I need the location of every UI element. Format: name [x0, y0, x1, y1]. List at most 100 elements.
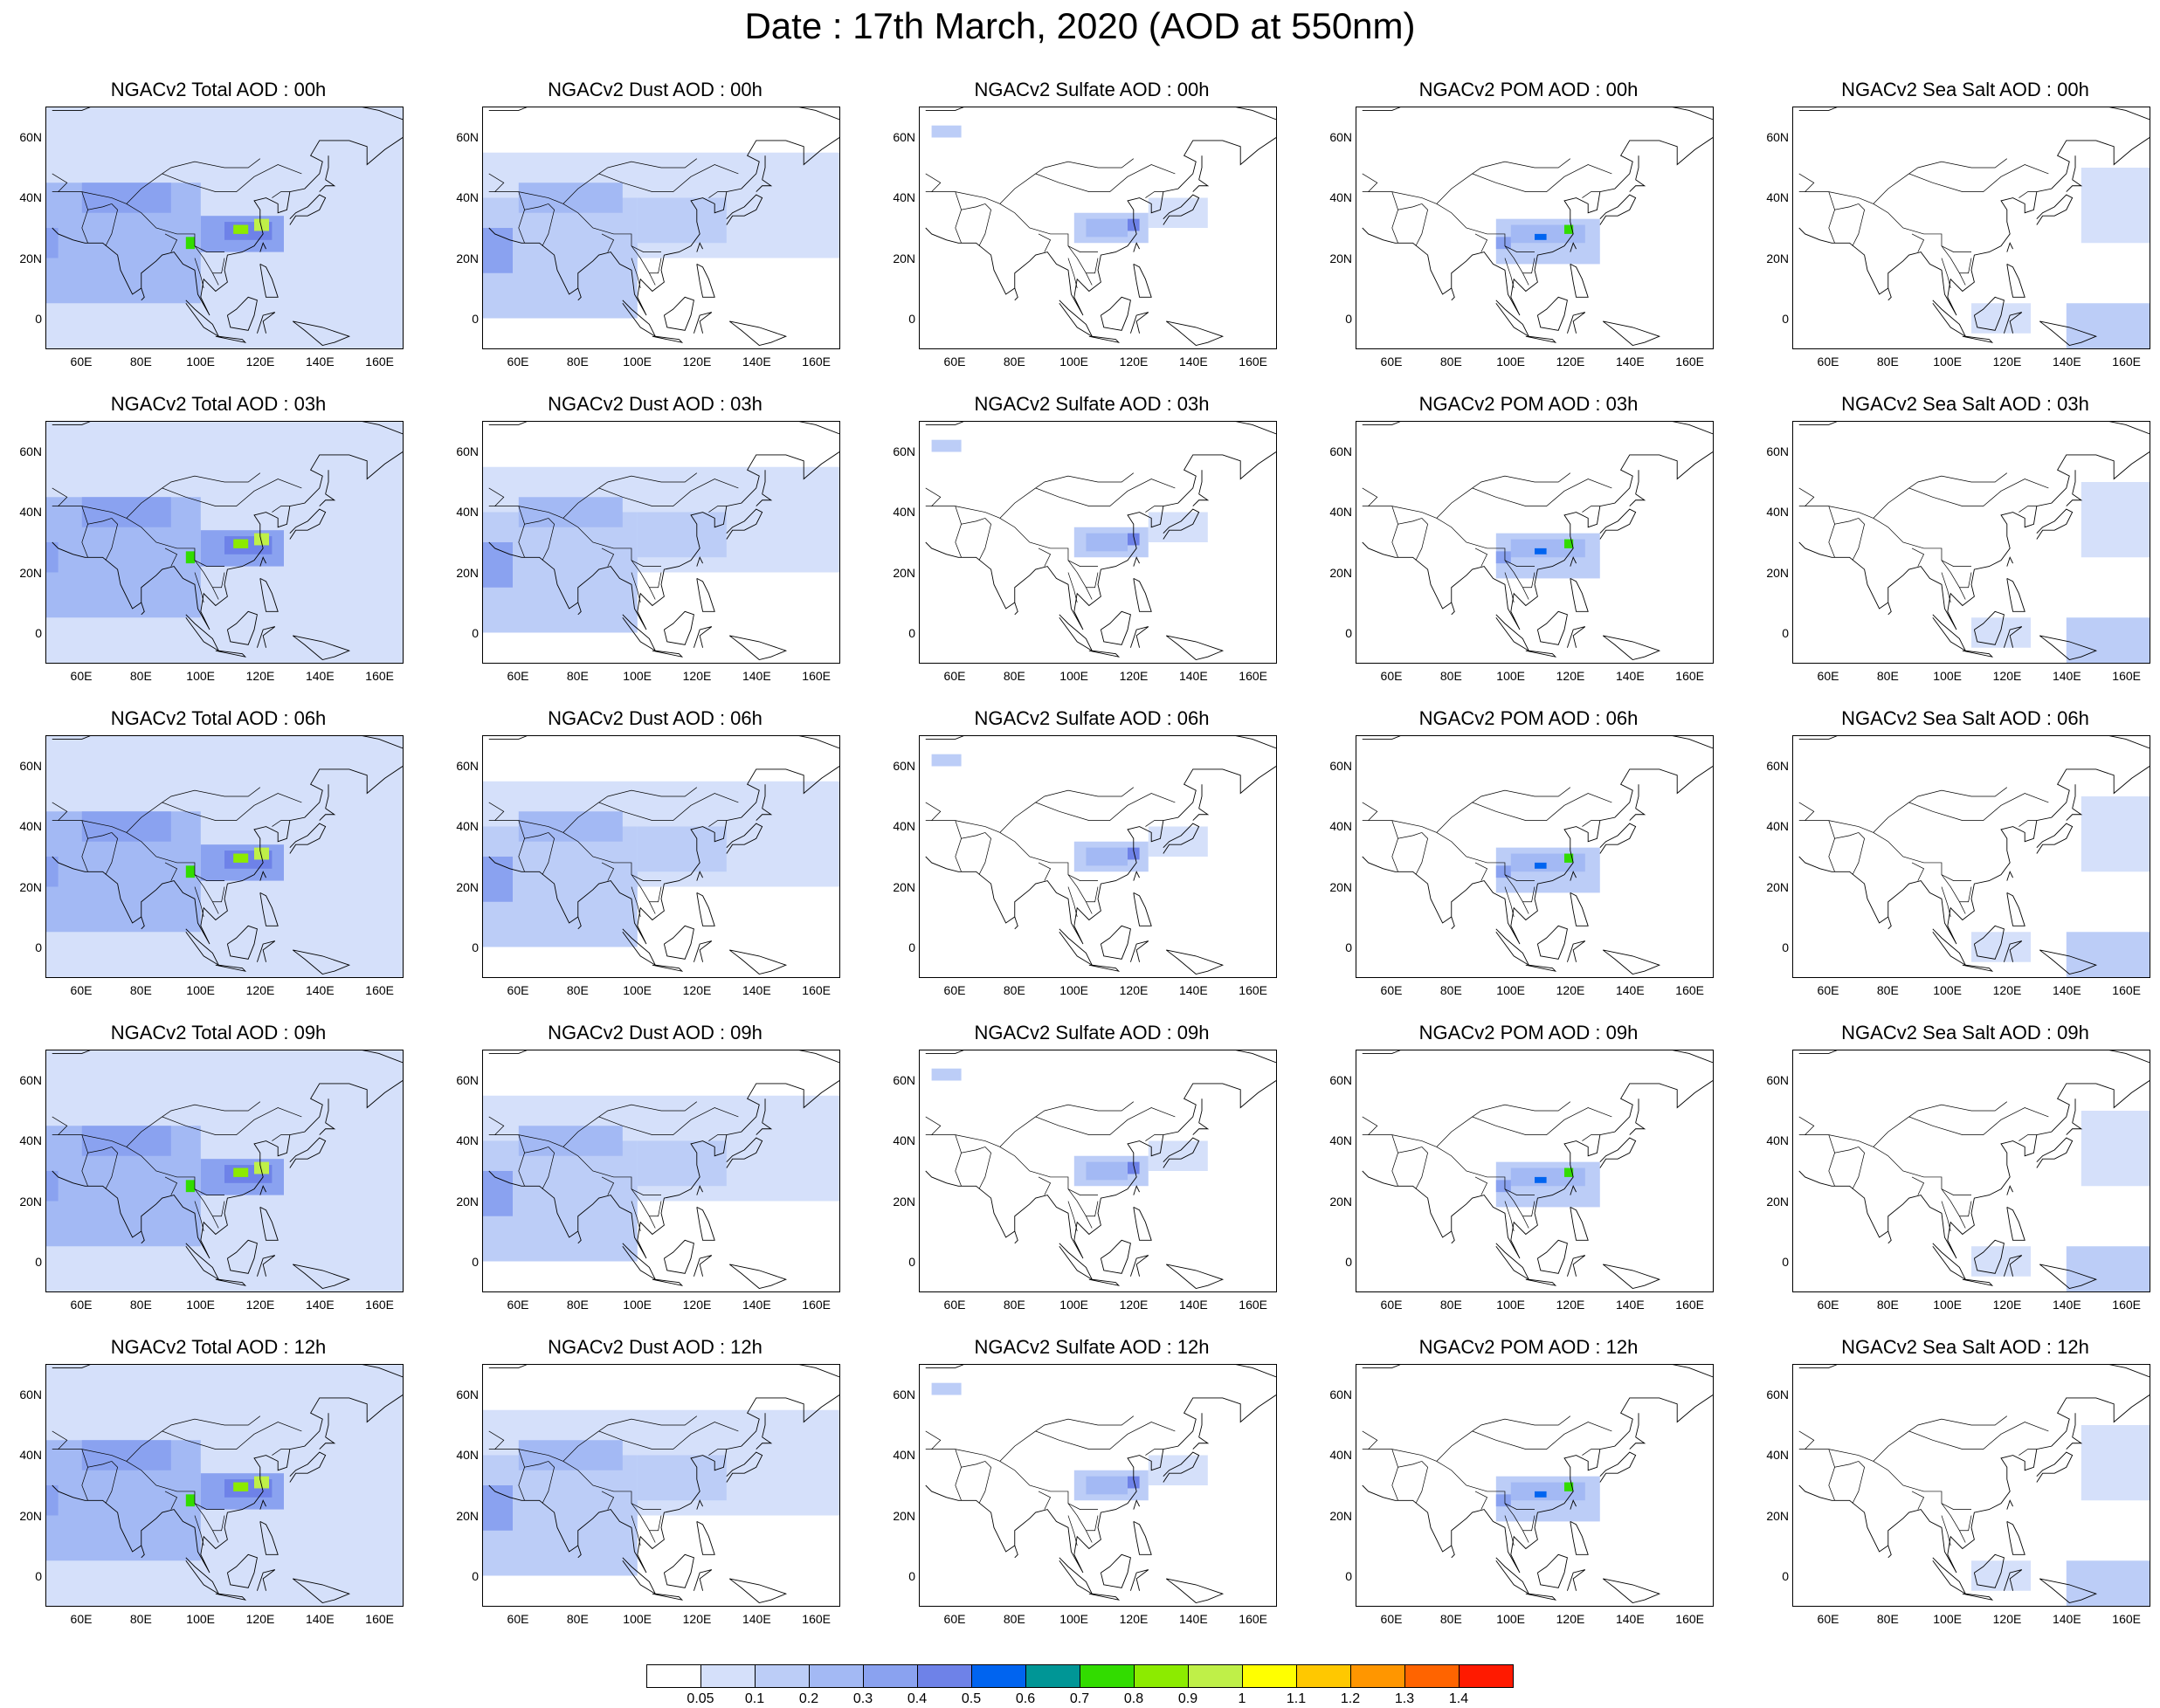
coastline [1599, 1451, 1637, 1483]
map-frame [45, 1050, 404, 1292]
country-border [631, 1188, 656, 1229]
coastline [2003, 312, 2023, 334]
coastline [652, 650, 684, 658]
coastline [1451, 1545, 1455, 1559]
coastline [1570, 871, 1577, 881]
coastline [2039, 1264, 2098, 1290]
country-border [1362, 173, 1378, 192]
coastline [1362, 1050, 1713, 1064]
aod-shading [1086, 847, 1128, 866]
country-border [1828, 1449, 1859, 1468]
lat-tick-label: 40N [1766, 505, 1789, 520]
country-border [1145, 1449, 1163, 1456]
lat-tick-label: 0 [35, 940, 42, 955]
country-border [194, 560, 219, 600]
country-border [562, 164, 739, 204]
coastline [1973, 1553, 2005, 1588]
country-border [955, 1449, 985, 1468]
coastline [1088, 964, 1121, 972]
lat-tick-label: 40N [893, 1133, 915, 1148]
lat-tick-label: 0 [1782, 626, 1789, 641]
coastline [728, 635, 788, 661]
lon-tick-label: 160E [2112, 1612, 2142, 1626]
country-border [52, 820, 224, 881]
coastline [215, 1593, 247, 1601]
coastline [2039, 320, 2098, 347]
country-border [631, 874, 656, 914]
coastline [1014, 916, 1018, 930]
coastline [762, 1098, 766, 1123]
country-border [212, 1201, 225, 1217]
coastline [1887, 916, 1892, 930]
country-border [105, 1147, 118, 1189]
coastline [696, 1521, 715, 1555]
coastline [259, 892, 279, 926]
country-border [52, 506, 224, 567]
country-border [1828, 210, 1835, 244]
aod-field [1362, 107, 1713, 347]
country-border [1145, 191, 1163, 198]
lon-tick-label: 60E [1817, 355, 1839, 368]
lat-tick-label: 0 [472, 1569, 479, 1584]
country-border [194, 1503, 219, 1543]
coastline [1362, 451, 1713, 630]
map-panel: NGACv2 Total AOD : 03h 60N 40N 20N 0 60E 80E 10… [0, 393, 437, 707]
coastline [1362, 1365, 1713, 1378]
country-border [1391, 524, 1398, 558]
country-border [488, 173, 505, 192]
aod-shading [931, 1068, 962, 1081]
country-border [488, 1134, 661, 1195]
aod-shading [637, 1140, 727, 1187]
lat-tick-label: 60N [893, 444, 915, 458]
coastline [292, 949, 351, 975]
aod-shading [1535, 548, 1547, 554]
coastline [1165, 1578, 1225, 1604]
lon-tick-label: 60E [1817, 1612, 1839, 1626]
country-border [1086, 1515, 1099, 1532]
coastline [226, 610, 258, 645]
country-border [1798, 173, 1815, 192]
coastline [1570, 1185, 1577, 1195]
country-border [542, 203, 555, 246]
lat-tick-label: 20N [1329, 1194, 1352, 1209]
country-border [1522, 258, 1535, 274]
lat-tick-label: 60N [456, 1387, 479, 1402]
lat-tick-label: 20N [1329, 879, 1352, 894]
lon-tick-label: 100E [1059, 1612, 1089, 1626]
map-frame [45, 107, 404, 349]
lat-tick-label: 20N [456, 1508, 479, 1523]
coastline [488, 1395, 839, 1574]
lon-tick-label: 80E [1439, 1612, 1462, 1626]
aod-shading [1510, 539, 1585, 558]
coastline [1133, 264, 1152, 298]
country-border [925, 1430, 942, 1450]
aod-shading [1971, 932, 2031, 962]
country-border [1911, 1176, 1925, 1195]
country-border [1908, 158, 2008, 175]
country-border [518, 524, 525, 558]
country-border [1035, 472, 1135, 489]
lon-tick-label: 120E [682, 1612, 712, 1626]
coastline [1599, 508, 1637, 540]
panel-title: NGACv2 Total AOD : 09h [110, 1022, 327, 1043]
country-border [1436, 793, 1612, 833]
country-border [52, 487, 68, 506]
country-border [1145, 1134, 1163, 1141]
country-border [1959, 886, 1972, 903]
country-border [1798, 1134, 1971, 1195]
country-border [999, 164, 1176, 204]
lon-tick-label: 80E [566, 669, 589, 683]
lat-tick-label: 60N [19, 758, 42, 773]
lat-tick-label: 40N [893, 190, 915, 205]
coastline [1570, 1207, 1589, 1241]
map-panel: NGACv2 Total AOD : 09h 60N 40N 20N 0 60E 80E 10… [0, 1022, 437, 1336]
coastline [663, 1239, 694, 1274]
country-border [2019, 1449, 2037, 1456]
coastline [696, 1185, 703, 1195]
lat-tick-label: 60N [1766, 129, 1789, 144]
country-border [1504, 1201, 1515, 1232]
coastline [1570, 892, 1589, 926]
lon-tick-label: 160E [1675, 983, 1705, 997]
coastline [1635, 155, 1639, 180]
country-border [1798, 506, 1971, 567]
